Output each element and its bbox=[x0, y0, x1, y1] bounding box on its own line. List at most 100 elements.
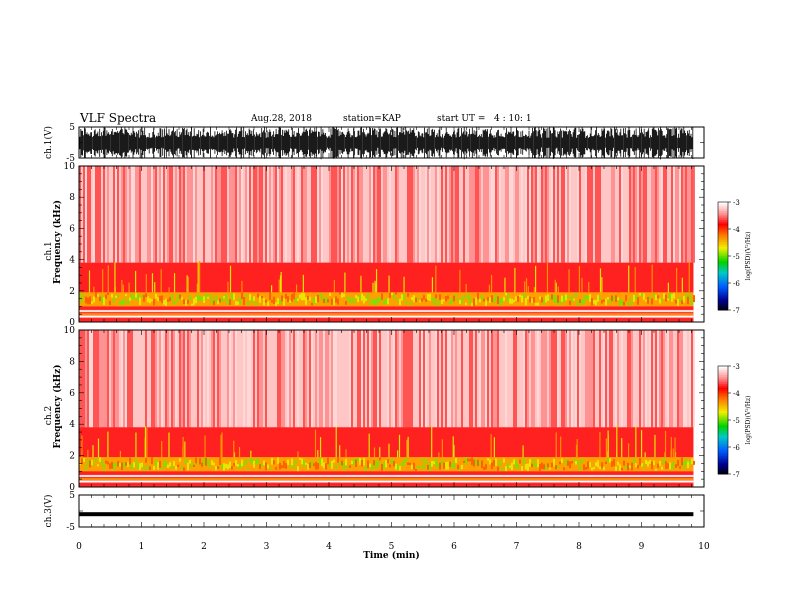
band-texture bbox=[591, 467, 593, 471]
band-texture bbox=[407, 462, 409, 466]
time-column bbox=[309, 166, 311, 263]
band-texture bbox=[623, 460, 625, 466]
emission-spike bbox=[452, 436, 454, 458]
time-column bbox=[601, 330, 603, 428]
time-column bbox=[401, 330, 403, 428]
band-texture bbox=[343, 293, 345, 297]
band-texture bbox=[361, 460, 363, 467]
time-column bbox=[521, 166, 523, 263]
time-column bbox=[495, 330, 497, 428]
emission-spike bbox=[374, 280, 376, 293]
time-column bbox=[515, 330, 517, 428]
time-column bbox=[577, 330, 579, 428]
time-column bbox=[451, 166, 453, 263]
band-texture bbox=[101, 459, 103, 465]
band-texture bbox=[453, 461, 455, 469]
colorbar-swatch bbox=[718, 272, 728, 275]
time-column bbox=[467, 166, 469, 263]
band-texture bbox=[309, 462, 311, 469]
colorbar-swatch bbox=[718, 470, 728, 473]
time-column bbox=[285, 166, 287, 263]
band-texture bbox=[681, 300, 683, 305]
colorbar-swatch bbox=[718, 229, 728, 232]
time-column bbox=[613, 330, 615, 428]
emission-spike bbox=[372, 282, 374, 293]
time-column bbox=[423, 166, 425, 263]
band-texture bbox=[127, 461, 129, 468]
time-column bbox=[603, 330, 605, 428]
band-texture bbox=[425, 458, 427, 465]
time-column bbox=[691, 166, 693, 263]
band-texture bbox=[585, 294, 587, 300]
horizontal-line bbox=[79, 306, 694, 309]
band-texture bbox=[271, 457, 273, 465]
band-texture bbox=[87, 297, 89, 305]
band-texture bbox=[531, 463, 533, 468]
band-texture bbox=[79, 292, 81, 297]
time-column bbox=[495, 166, 497, 263]
colorbar-swatch bbox=[718, 270, 728, 273]
colorbar-swatch bbox=[718, 220, 728, 223]
time-column bbox=[481, 166, 483, 263]
colorbar-swatch bbox=[718, 454, 728, 457]
band-texture bbox=[317, 463, 319, 470]
time-column bbox=[391, 330, 393, 428]
band-texture bbox=[351, 460, 353, 464]
band-texture bbox=[127, 298, 129, 305]
time-column bbox=[543, 330, 545, 428]
band-texture bbox=[117, 461, 119, 467]
band-texture bbox=[103, 297, 105, 306]
time-column bbox=[339, 166, 341, 263]
band-texture bbox=[321, 458, 323, 467]
band-texture bbox=[89, 296, 91, 305]
band-texture bbox=[563, 295, 565, 303]
time-column bbox=[161, 330, 163, 428]
time-column bbox=[337, 166, 339, 263]
time-column bbox=[557, 166, 559, 263]
time-column bbox=[397, 166, 399, 263]
time-column bbox=[171, 330, 173, 428]
band-texture bbox=[355, 459, 357, 467]
band-texture bbox=[355, 295, 357, 299]
band-texture bbox=[379, 457, 381, 461]
time-column bbox=[227, 330, 229, 428]
time-column bbox=[379, 330, 381, 428]
time-column bbox=[669, 166, 671, 263]
band-texture bbox=[549, 467, 551, 470]
band-texture bbox=[223, 463, 225, 471]
band-texture bbox=[383, 300, 385, 305]
band-texture bbox=[577, 459, 579, 464]
time-column bbox=[511, 166, 513, 263]
time-column bbox=[313, 330, 315, 428]
band-texture bbox=[521, 465, 523, 472]
band-texture bbox=[505, 466, 507, 472]
time-column bbox=[437, 330, 439, 428]
band-texture bbox=[161, 467, 163, 470]
time-column bbox=[421, 166, 423, 263]
time-column bbox=[163, 166, 165, 263]
emission-spike bbox=[187, 276, 189, 293]
band-texture bbox=[557, 295, 559, 303]
time-column bbox=[141, 330, 143, 428]
band-texture bbox=[203, 457, 205, 466]
band-texture bbox=[517, 464, 519, 470]
x-tick-label: 10 bbox=[698, 542, 710, 552]
band-texture bbox=[525, 464, 527, 470]
time-column bbox=[611, 330, 613, 428]
band-texture bbox=[547, 294, 549, 301]
time-column bbox=[259, 166, 261, 263]
time-column bbox=[563, 166, 565, 263]
time-column bbox=[259, 330, 261, 428]
band-texture bbox=[269, 292, 271, 300]
time-column bbox=[377, 330, 379, 428]
band-texture bbox=[265, 462, 267, 471]
band-texture bbox=[599, 297, 601, 301]
band-texture bbox=[421, 298, 423, 302]
time-column bbox=[203, 330, 205, 428]
band-texture bbox=[339, 292, 341, 295]
band-texture bbox=[99, 296, 101, 302]
emission-spike bbox=[672, 448, 674, 458]
band-texture bbox=[335, 296, 337, 303]
emission-spike bbox=[621, 438, 623, 458]
band-texture bbox=[637, 297, 639, 305]
